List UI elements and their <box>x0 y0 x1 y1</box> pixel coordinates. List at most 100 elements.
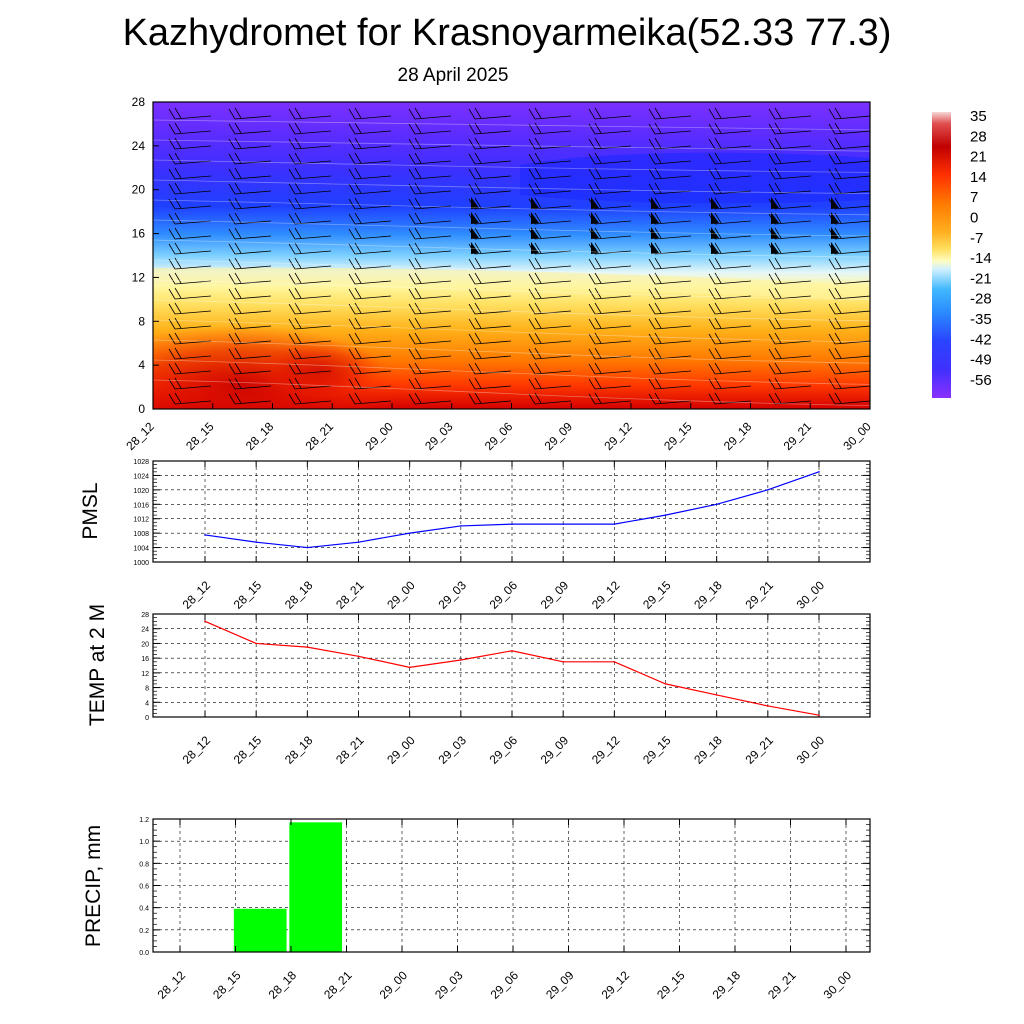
data-point <box>613 523 616 525</box>
wind-barb <box>588 302 632 315</box>
ytick-label: 1012 <box>133 517 149 524</box>
wind-barb <box>588 257 632 270</box>
wind-barb <box>348 137 392 150</box>
wind-barb <box>828 272 870 285</box>
wind-barb <box>168 182 212 195</box>
colorbar-label: -28 <box>970 291 992 308</box>
wind-barb <box>468 377 512 390</box>
cold-core-upper <box>520 152 870 204</box>
wind-barb <box>288 392 332 405</box>
colorbar-label: -21 <box>970 270 992 287</box>
ytick-label: 1004 <box>133 546 149 553</box>
wind-barb <box>588 212 632 225</box>
xtick-label: 28_21 <box>333 733 367 767</box>
wind-barb <box>708 152 752 165</box>
wind-barb <box>168 272 212 285</box>
xtick-label: 29_21 <box>765 968 799 1002</box>
wind-barb <box>828 362 870 375</box>
cross-section-x-axis: 28_12 28_15 28_18 28_21 29_00 29_03 29_06 29_09… <box>123 403 874 453</box>
ytick-label: 1008 <box>133 531 149 538</box>
wind-barb <box>528 197 572 210</box>
wind-barb <box>588 362 632 375</box>
colorbar-label: -14 <box>970 250 992 267</box>
wind-barb <box>468 257 512 270</box>
wind-barb <box>168 332 212 345</box>
wind-barb <box>348 182 392 195</box>
data-point <box>460 659 462 661</box>
wind-barb <box>708 182 752 195</box>
wind-barb <box>288 377 332 390</box>
cs-ytick-label: 12 <box>132 270 146 284</box>
wind-barb <box>648 377 692 390</box>
wind-barb <box>168 107 212 120</box>
wind-barb <box>408 362 452 375</box>
wind-barb <box>828 302 870 315</box>
data-point <box>306 546 309 549</box>
wind-barb <box>588 182 632 195</box>
isotherm <box>153 199 870 216</box>
wind-barb <box>828 377 870 390</box>
wind-barb <box>468 362 512 375</box>
xtick-label: 28_12 <box>155 968 189 1002</box>
xtick-label: 29_00 <box>384 733 418 767</box>
wind-barb <box>648 272 692 285</box>
xtick-label: 29_03 <box>432 968 466 1002</box>
wind-barb <box>528 167 572 180</box>
ytick-label: 1000 <box>133 560 149 567</box>
wind-barb <box>288 302 332 315</box>
isotherm <box>153 239 870 258</box>
wind-barb <box>348 332 392 345</box>
wind-barb <box>168 137 212 150</box>
wind-barb <box>588 122 632 135</box>
wind-barb <box>168 392 212 405</box>
wind-barb <box>648 392 692 405</box>
wind-barb <box>408 182 452 195</box>
temp-panel: 0 4 8 12 16 20 24 28 28_12 28_15 28_18 28_21 29_00 29… <box>86 604 871 767</box>
wind-barb <box>768 182 812 195</box>
wind-barb <box>528 272 572 285</box>
wind-barb <box>828 287 870 300</box>
wind-barb <box>228 137 272 150</box>
cs-ytick-label: 20 <box>132 183 146 197</box>
wind-barb <box>228 197 272 210</box>
wind-barb <box>408 347 452 360</box>
xtick-label: 29_03 <box>435 733 469 767</box>
colorbar-label: -7 <box>970 230 983 247</box>
wind-barbs <box>168 107 870 405</box>
wind-barb <box>228 152 272 165</box>
wind-barb <box>408 332 452 345</box>
wind-barb <box>228 167 272 180</box>
xtick-label: 29_18 <box>710 968 744 1002</box>
data-point <box>562 523 564 525</box>
wind-barb <box>708 317 752 330</box>
data-point <box>408 532 411 534</box>
wind-barb <box>468 332 512 345</box>
wind-barb <box>708 347 752 360</box>
chart-subtitle: 28 April 2025 <box>397 65 509 86</box>
wind-barb <box>768 167 812 180</box>
wind-barb <box>228 287 272 300</box>
wind-barb <box>348 317 392 330</box>
wind-barb <box>408 227 452 240</box>
wind-barb <box>768 332 812 345</box>
wind-barb <box>468 197 512 210</box>
wind-barb <box>228 302 272 315</box>
wind-barb <box>288 182 332 195</box>
wind-barb <box>528 317 572 330</box>
ytick-label: 0.6 <box>139 884 149 891</box>
wind-barb <box>408 212 452 225</box>
cs-xtick-label: 28_12 <box>123 419 157 453</box>
xtick-label: 28_15 <box>210 968 244 1002</box>
ytick-label: 12 <box>141 671 149 678</box>
precip-ylabel: PRECIP, mm <box>82 825 105 947</box>
wind-barb <box>228 242 272 255</box>
wind-barb <box>828 182 870 195</box>
xtick-label: 29_15 <box>640 578 674 612</box>
wind-barb <box>648 197 692 210</box>
cs-xtick-label: 29_18 <box>721 419 755 453</box>
wind-barb <box>408 152 452 165</box>
data-point <box>664 514 667 516</box>
wind-barb <box>648 137 692 150</box>
wind-barb <box>528 122 572 135</box>
colorbar-label: 0 <box>970 210 978 227</box>
